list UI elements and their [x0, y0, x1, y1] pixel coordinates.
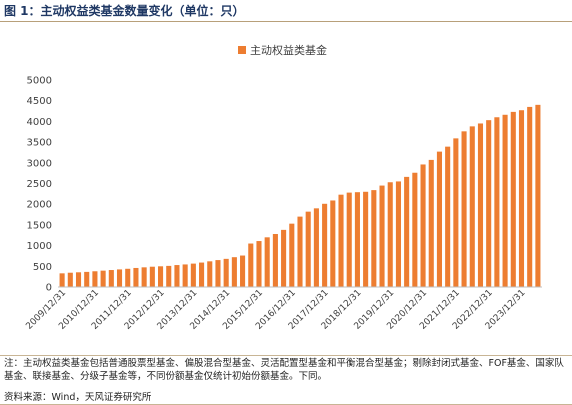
bar: [330, 200, 336, 287]
bar: [125, 268, 131, 287]
bar: [338, 194, 344, 287]
bar: [75, 272, 82, 287]
bar: [445, 146, 451, 287]
y-tick-label: 2000: [27, 200, 52, 211]
y-tick-label: 3500: [27, 138, 52, 149]
y-tick-label: 1000: [27, 241, 52, 252]
bar-chart: 0 500 1000 1500 2000 2500 3000 3500 4000 4500 5000…: [24, 43, 542, 332]
bar: [158, 266, 164, 287]
bar: [108, 270, 114, 287]
bar: [92, 271, 98, 287]
bar: [149, 266, 155, 287]
footnote: 注：主动权益类基金包括普通股票型基金、偏股混合型基金、灵活配置型基金和平衡混合型…: [4, 358, 564, 382]
y-tick-label: 2500: [27, 179, 52, 190]
bar: [67, 272, 73, 287]
bar: [461, 131, 467, 287]
bar: [486, 120, 492, 287]
bar: [207, 261, 213, 287]
x-axis: 2009/12/312010/12/312011/12/312012/12/31…: [24, 288, 527, 332]
title-rule: [0, 21, 572, 22]
bar: [264, 237, 270, 287]
y-tick-label: 500: [33, 262, 52, 273]
bar: [412, 172, 418, 287]
bar: [379, 185, 385, 287]
bar-series: [59, 104, 541, 288]
bar: [354, 192, 360, 287]
bar: [272, 234, 278, 287]
bar: [174, 265, 180, 287]
bar: [281, 229, 287, 287]
bar: [518, 110, 525, 287]
bar: [84, 271, 90, 287]
bar: [436, 151, 442, 287]
y-tick-label: 1500: [27, 220, 52, 231]
bar: [420, 164, 426, 287]
bar: [387, 182, 393, 287]
legend-label: 主动权益类基金: [250, 43, 327, 57]
bar: [346, 192, 352, 287]
bar: [527, 106, 533, 287]
y-tick-label: 0: [46, 283, 52, 294]
y-tick-label: 4000: [27, 117, 52, 128]
bar: [469, 126, 475, 288]
bar: [305, 211, 311, 287]
bar: [535, 104, 541, 287]
bar: [477, 123, 484, 287]
bar: [363, 191, 369, 287]
bar: [240, 255, 246, 287]
bar: [223, 258, 229, 287]
bar: [248, 243, 254, 287]
bar: [141, 267, 147, 287]
bar: [428, 159, 434, 287]
bar: [313, 208, 319, 287]
bar: [289, 223, 295, 287]
y-axis: 0 500 1000 1500 2000 2500 3000 3500 4000 4500 5000: [27, 76, 52, 294]
bar: [502, 114, 508, 287]
bar: [494, 117, 500, 287]
bar: [297, 216, 303, 287]
bar: [116, 269, 123, 287]
y-tick-label: 3000: [27, 158, 52, 169]
bar: [231, 257, 237, 287]
bar: [371, 190, 377, 287]
bar: [322, 203, 328, 287]
bar: [510, 111, 516, 287]
note-rule: [0, 355, 572, 356]
bar: [166, 265, 172, 287]
bar: [190, 263, 196, 287]
bar: [453, 138, 459, 287]
bar: [182, 264, 188, 287]
bar: [256, 241, 262, 287]
bar: [404, 176, 410, 287]
bar: [199, 262, 205, 287]
y-tick-label: 5000: [27, 76, 52, 87]
bar: [59, 273, 65, 287]
bar: [395, 181, 401, 287]
legend-swatch: [238, 46, 246, 54]
y-tick-label: 4500: [27, 96, 52, 107]
bar: [100, 270, 106, 287]
bar: [215, 260, 221, 287]
legend: 主动权益类基金: [238, 43, 327, 57]
bar: [133, 267, 139, 287]
source-line: 资料来源：Wind，天风证券研究所: [4, 392, 152, 403]
figure-title: 图 1：主动权益类基金数量变化（单位：只）: [4, 4, 245, 18]
